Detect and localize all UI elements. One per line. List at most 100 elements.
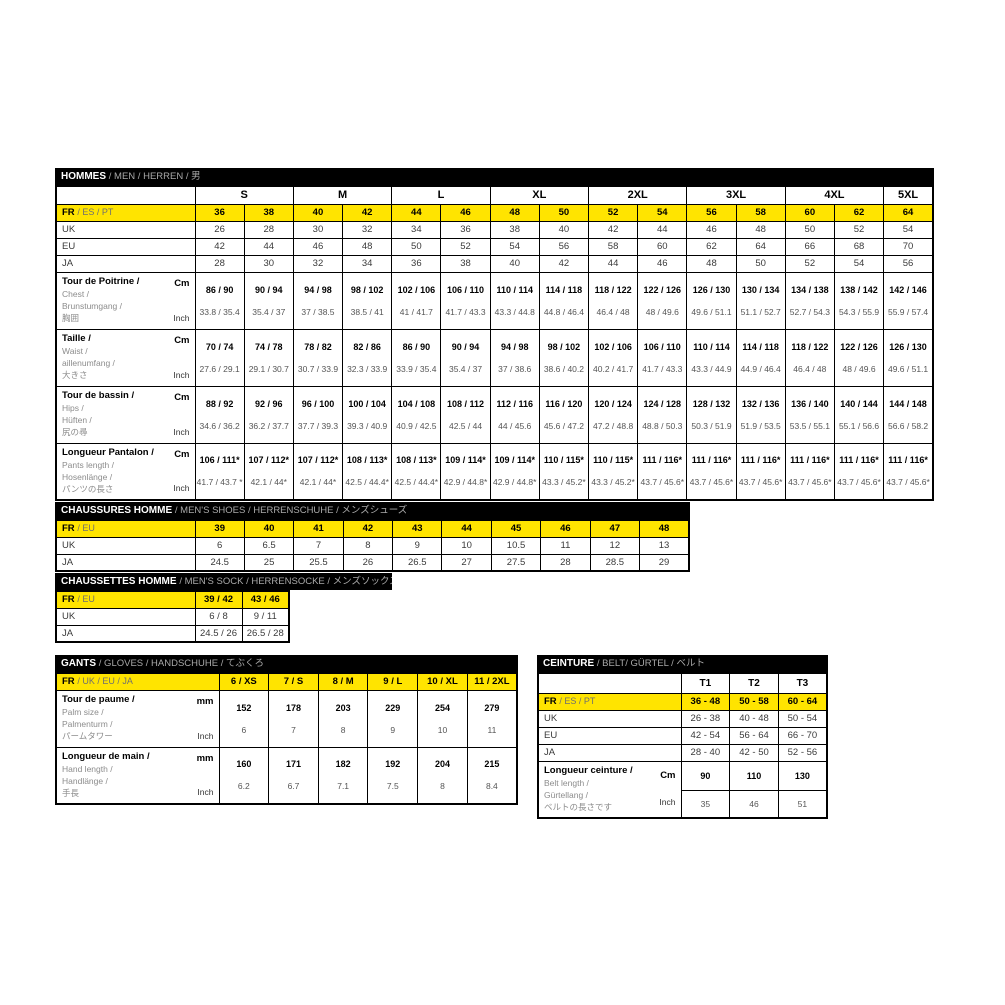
shoes-fr: FR / EU 39 40 41 42 43 44 45 46 47 48 — [55, 519, 690, 538]
belt-length-inch-cell: 35 — [680, 789, 731, 819]
hommes-value-cell: 54 — [489, 237, 540, 256]
hommes-fr-value-cell: 58 — [735, 203, 786, 222]
hommes-value-cell: 34 — [391, 220, 442, 239]
socks-row-label: JA — [55, 624, 196, 643]
chest-value-cell: 94 / 98 37 / 38.5 — [292, 271, 344, 330]
chest-value-cell: 134 / 138 52.7 / 54.3 — [784, 271, 835, 330]
waist-value-cell: 110 / 114 43.3 / 44.9 — [686, 328, 737, 387]
hommes-value-cell: 54 — [883, 220, 934, 239]
belt-value-cell: 52 - 56 — [777, 743, 828, 762]
shoes-value-cell: 28.5 — [589, 553, 641, 572]
belt-length-cm-cell: 130 — [777, 760, 828, 791]
shoes-value-cell: 12 — [589, 536, 641, 555]
shoes-value-cell: 6 — [194, 536, 245, 555]
hommes-value-cell: 66 — [784, 237, 835, 256]
hommes-fr-value-cell: 44 — [391, 203, 442, 222]
hommes-row-label: JA — [55, 254, 196, 273]
pants-length-row: Longueur Pantalon / Pants length / Hosenlä… — [55, 442, 934, 501]
hommes-fr-value-cell: 40 — [292, 203, 344, 222]
hommes-value-cell: 52 — [833, 220, 885, 239]
shoes-row-ja: JA 24.5 25 25.5 26 26.5 27 27.5 28 28.5 29 — [55, 553, 690, 572]
waist-value-cell: 102 / 106 40.2 / 41.7 — [587, 328, 639, 387]
chest-value-cell: 110 / 114 43.3 / 44.8 — [489, 271, 540, 330]
chest-value-cell: 98 / 102 38.5 / 41 — [342, 271, 393, 330]
belt-length-inch-row: 35 46 51 — [538, 789, 828, 819]
hommes-value-cell: 46 — [686, 220, 737, 239]
hommes-value-cell: 28 — [194, 254, 245, 273]
hommes-value-cell: 30 — [243, 254, 294, 273]
chest-value-cell: 130 / 134 51.1 / 52.7 — [735, 271, 786, 330]
mens-shoes-table-title: CHAUSSURES HOMME / MEN'S SHOES / HERRENS… — [55, 502, 690, 519]
shoes-fr-value-cell: 40 — [243, 519, 295, 538]
hand-length-row-label: Longueur de main / Hand length / Handlänge… — [55, 746, 220, 805]
belt-fr-value-cell: 36 - 48 — [680, 692, 731, 711]
gloves-fr-value-cell: 10 / XL — [417, 672, 468, 691]
hommes-value-cell: 56 — [883, 254, 934, 273]
palm-size-unit-top: mm — [196, 695, 214, 707]
hommes-value-cell: 26 — [194, 220, 245, 239]
hommes-fr-value-cell: 54 — [637, 203, 688, 222]
chest-value-cell: 138 / 142 54.3 / 55.9 — [833, 271, 885, 330]
pants-length-unit-top: Cm — [174, 448, 190, 460]
gloves-title-bold: GANTS — [61, 658, 96, 669]
shoes-value-cell: 27 — [441, 553, 492, 572]
belt-title-rest: / BELT/ GÜRTEL / ベルト — [596, 658, 705, 669]
shoes-fr-value-cell: 44 — [441, 519, 492, 538]
belt-length-row-label: Longueur ceinture / Belt length / Gürtella… — [537, 760, 682, 819]
waist-value-cell: 98 / 102 38.6 / 40.2 — [538, 328, 590, 387]
gloves-title-rest: / GLOVES / HANDSCHUHE / てぶくろ — [98, 658, 265, 669]
shoes-fr-value-cell: 46 — [540, 519, 591, 538]
socks-fr-value-cell: 39 / 42 — [194, 590, 243, 609]
hommes-row-uk: UK 26 28 30 32 34 36 38 40 42 44 46 48 50 52 54 — [55, 220, 934, 239]
belt-row-uk: UK 26 - 38 40 - 48 50 - 54 — [537, 709, 828, 728]
hips-value-cell: 104 / 108 40.9 / 42.5 — [391, 385, 442, 444]
shoes-row-label: JA — [55, 553, 196, 572]
shoes-fr-label: FR / EU — [55, 519, 196, 538]
chest-value-cell: 118 / 122 46.4 / 48 — [587, 271, 639, 330]
pants-length-value-cell: 111 / 116* 43.7 / 45.6* — [637, 442, 688, 501]
pants-length-value-cell: 108 / 113* 42.5 / 44.4* — [391, 442, 442, 501]
belt-length-inch-cell: 46 — [729, 789, 779, 819]
gloves-fr-value-cell: 9 / L — [367, 672, 419, 691]
socks-fr-value-cell: 43 / 46 — [241, 590, 290, 609]
hommes-value-cell: 42 — [587, 220, 639, 239]
gloves-fr-value-cell: 6 / XS — [218, 672, 270, 691]
hips-value-cell: 128 / 132 50.3 / 51.9 — [686, 385, 737, 444]
palm-size-value-cell: 178 7 — [268, 689, 319, 748]
belt-row-label: JA — [537, 743, 682, 762]
shoes-value-cell: 25 — [243, 553, 295, 572]
shoes-value-cell: 27.5 — [490, 553, 542, 572]
hommes-value-cell: 38 — [489, 220, 540, 239]
shoes-title-rest: / MEN'S SHOES / HERRENSCHUHE / メンズシューズ — [174, 505, 408, 516]
chest-value-cell: 90 / 94 35.4 / 37 — [243, 271, 294, 330]
hommes-value-cell: 60 — [637, 237, 688, 256]
pants-length-value-cell: 111 / 116* 43.7 / 45.6* — [686, 442, 737, 501]
hommes-value-cell: 40 — [489, 254, 540, 273]
pants-length-value-cell: 110 / 115* 43.3 / 45.2* — [538, 442, 590, 501]
socks-title-rest: / MEN'S SOCK / HERRENSOCKE / メンズソックス — [179, 576, 392, 587]
hommes-value-cell: 46 — [637, 254, 688, 273]
belt-value-cell: 28 - 40 — [680, 743, 731, 762]
waist-unit-bottom: Inch — [173, 369, 190, 380]
chest-row: Tour de Poitrine / Chest / Brunstumgang / 胸… — [55, 271, 934, 330]
belt-row-ja: JA 28 - 40 42 - 50 52 - 56 — [537, 743, 828, 762]
socks-title-bold: CHAUSSETTES HOMME — [61, 576, 177, 587]
pants-length-value-cell: 107 / 112* 42.1 / 44* — [243, 442, 294, 501]
hand-length-value-cell: 192 7.5 — [367, 746, 419, 805]
belt-value-cell: 66 - 70 — [777, 726, 828, 745]
hommes-fr-value-cell: 42 — [342, 203, 393, 222]
size-group-l: L — [391, 185, 491, 205]
belt-value-cell: 50 - 54 — [777, 709, 828, 728]
waist-value-cell: 90 / 94 35.4 / 37 — [440, 328, 491, 387]
shoes-fr-value-cell: 43 — [392, 519, 443, 538]
pants-length-unit-bottom: Inch — [173, 483, 190, 493]
shoes-fr-value-cell: 47 — [589, 519, 641, 538]
belt-length-inch-cell: 51 — [777, 789, 828, 819]
belt-row-label: UK — [537, 709, 682, 728]
waist-value-cell: 106 / 110 41.7 / 43.3 — [637, 328, 688, 387]
waist-value-cell: 74 / 78 29.1 / 30.7 — [243, 328, 294, 387]
hips-value-cell: 116 / 120 45.6 / 47.2 — [538, 385, 590, 444]
